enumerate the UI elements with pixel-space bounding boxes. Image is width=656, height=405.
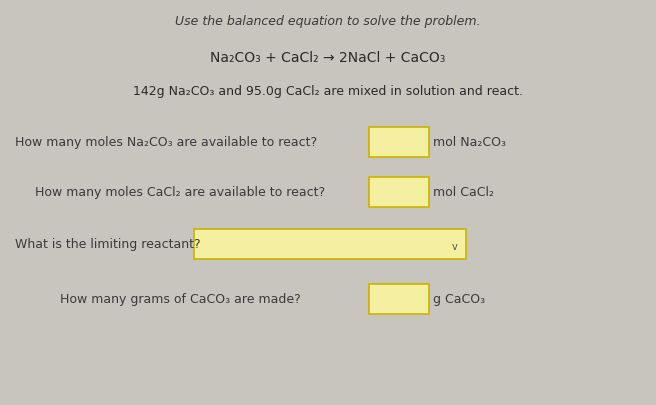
FancyBboxPatch shape [369, 177, 429, 207]
Text: g CaCO₃: g CaCO₃ [433, 293, 485, 306]
Text: 142g Na₂CO₃ and 95.0g CaCl₂ are mixed in solution and react.: 142g Na₂CO₃ and 95.0g CaCl₂ are mixed in… [133, 85, 523, 98]
Text: How many moles Na₂CO₃ are available to react?: How many moles Na₂CO₃ are available to r… [15, 136, 317, 149]
Text: Na₂CO₃ + CaCl₂ → 2NaCl + CaCO₃: Na₂CO₃ + CaCl₂ → 2NaCl + CaCO₃ [211, 51, 445, 65]
FancyBboxPatch shape [369, 284, 429, 314]
Text: mol Na₂CO₃: mol Na₂CO₃ [433, 136, 506, 149]
Text: v: v [452, 241, 458, 252]
Text: How many grams of CaCO₃ are made?: How many grams of CaCO₃ are made? [60, 293, 300, 306]
FancyBboxPatch shape [194, 230, 466, 259]
Text: How many moles CaCl₂ are available to react?: How many moles CaCl₂ are available to re… [35, 186, 325, 199]
Text: What is the limiting reactant?: What is the limiting reactant? [15, 238, 201, 251]
FancyBboxPatch shape [369, 128, 429, 158]
Text: Use the balanced equation to solve the problem.: Use the balanced equation to solve the p… [175, 15, 481, 28]
Text: mol CaCl₂: mol CaCl₂ [433, 186, 494, 199]
